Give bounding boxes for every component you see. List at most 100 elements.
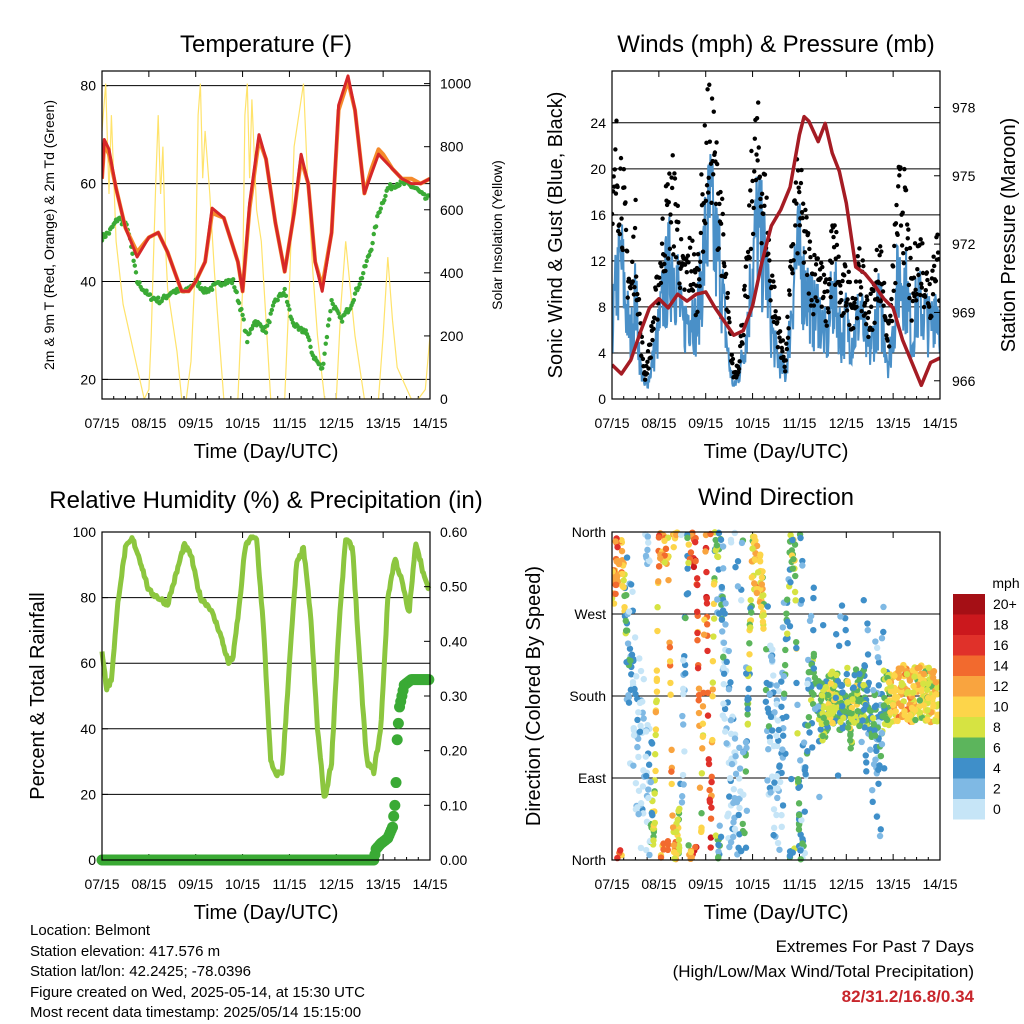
gust-point [913,298,919,303]
wind-direction-point [849,696,856,703]
wind-direction-point [775,726,782,734]
wind-direction-point [880,628,887,636]
gust-point [745,249,751,255]
gust-point [730,360,735,366]
gust-point [808,255,813,260]
panel-1-title: Winds (mph) & Pressure (mb) [617,31,934,58]
wind-direction-point [721,610,728,617]
wind-direction-point [735,775,743,782]
dewpoint-point [132,263,137,268]
gust-point [809,297,814,303]
gust-point [799,209,805,215]
wind-direction-point [681,748,688,755]
gust-point [675,227,680,232]
wind-direction-point [620,577,627,584]
gust-point [653,287,659,292]
wind-direction-point [612,568,616,575]
gust-point [740,341,745,346]
wind-direction-point [655,578,662,585]
gust-point [866,334,871,340]
gust-point [836,279,842,285]
extremes-values: 82/31.2/16.8/0.34 [841,987,974,1006]
gust-point [879,249,884,254]
wind-direction-point [726,775,734,782]
wind-direction-point [652,731,659,739]
dewpoint-point [317,362,323,367]
panel-1-xtick-label: 14/15 [922,415,957,431]
wind-direction-point [625,699,633,706]
panel-3-ytick-label: North [572,524,606,540]
wind-direction-point [724,813,731,820]
precipitation-point [388,810,400,822]
wind-direction-point [757,603,765,611]
wind-direction-point [864,651,872,658]
wind-direction-point [744,705,752,713]
wind-direction-point [645,794,652,802]
wind-direction-point [687,848,695,856]
gust-point [722,263,727,269]
gust-point [759,241,764,246]
wind-direction-point [770,831,777,839]
panel-1-ytick-label: 20 [590,161,606,177]
gust-point [612,221,615,226]
wind-direction-point [731,735,739,742]
wind-direction-point [691,538,699,546]
gust-point [922,294,928,299]
gust-point [797,223,803,228]
gust-point [815,298,820,304]
gust-point [703,221,708,226]
gust-point [794,201,799,206]
speed-legend-label: 12 [993,678,1009,694]
temp-2m-line [102,74,430,293]
gust-point [660,216,665,221]
gust-point [795,168,801,173]
gust-point [621,167,627,172]
gust-point [613,191,619,196]
wind-direction-point [819,732,827,740]
wind-direction-point [834,678,842,685]
gust-point [799,167,804,173]
dewpoint-point [382,197,387,203]
wind-direction-point [627,657,634,664]
wind-direction-point [820,714,827,722]
gust-point [858,292,863,297]
wind-direction-point [650,837,657,844]
wind-direction-point [819,621,827,629]
wind-direction-point [720,565,727,572]
wind-direction-point [670,543,677,551]
wind-direction-point [887,709,894,716]
gust-point [741,332,746,338]
wind-direction-point [710,615,718,622]
wind-direction-point [701,616,708,623]
gust-point [707,139,713,144]
wind-direction-point [834,772,842,779]
wind-direction-point [810,691,817,698]
panel-1-xtick-label: 12/15 [829,415,864,431]
wind-direction-point [795,811,803,819]
dewpoint-point [239,306,244,312]
wind-direction-point [794,701,801,709]
wind-direction-point [764,603,771,610]
panel-0-xtick-label: 12/15 [319,415,354,431]
gust-point [806,231,811,236]
wind-direction-point [916,664,923,671]
gust-point [719,273,724,279]
gust-point [815,256,820,261]
wind-direction-point [612,538,619,545]
speed-legend-label: 6 [993,740,1001,756]
dewpoint-point [357,282,362,287]
wind-direction-point [694,637,701,644]
gust-point [750,231,756,237]
panel-1-xtick-label: 07/15 [594,415,629,431]
wind-direction-point [680,690,687,698]
gust-point [920,270,926,276]
wind-direction-point [767,713,775,721]
wind-direction-point [637,844,645,852]
wind-direction-point [735,844,742,852]
gust-point [812,252,817,258]
wind-direction-point [912,716,919,724]
wind-direction-point [872,756,879,763]
gust-point [896,184,901,189]
gust-point [838,290,844,296]
gust-point [759,191,765,197]
